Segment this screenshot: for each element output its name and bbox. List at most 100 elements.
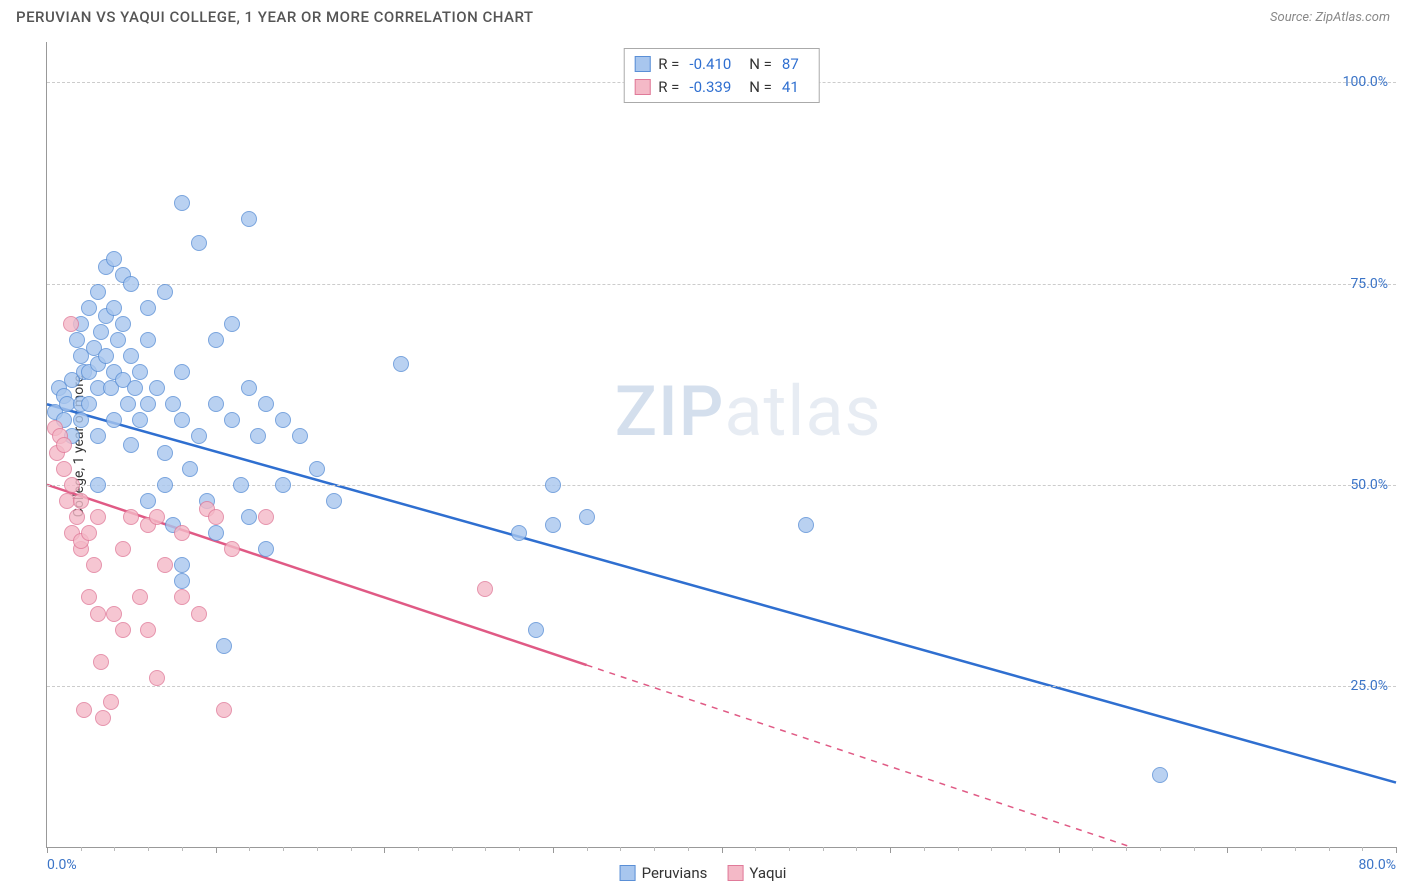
- x-tick-minor: [924, 847, 925, 851]
- scatter-point: [81, 396, 97, 412]
- source-link[interactable]: ZipAtlas.com: [1315, 10, 1390, 25]
- scatter-point: [93, 654, 109, 670]
- legend-label: Yaqui: [749, 864, 786, 882]
- scatter-point: [545, 517, 561, 533]
- x-tick-minor: [688, 847, 689, 851]
- source-label: Source:: [1270, 10, 1312, 25]
- scatter-point: [258, 541, 274, 557]
- scatter-point: [216, 638, 232, 654]
- stat-N-label: N =: [749, 53, 772, 76]
- scatter-point: [258, 509, 274, 525]
- source-attribution: Source: ZipAtlas.com: [1270, 10, 1390, 25]
- x-tick-minor: [654, 847, 655, 851]
- scatter-point: [241, 509, 257, 525]
- scatter-point: [95, 710, 111, 726]
- scatter-point: [123, 276, 139, 292]
- scatter-point: [73, 493, 89, 509]
- x-tick-major: [47, 847, 48, 853]
- scatter-point: [275, 477, 291, 493]
- x-tick-major: [553, 847, 554, 853]
- scatter-point: [174, 195, 190, 211]
- x-tick-major: [1227, 847, 1228, 853]
- y-tick-label: 50.0%: [1350, 477, 1388, 493]
- scatter-point: [326, 493, 342, 509]
- scatter-point: [191, 428, 207, 444]
- scatter-point: [120, 396, 136, 412]
- scatter-point: [56, 461, 72, 477]
- scatter-point: [149, 380, 165, 396]
- x-tick-major: [722, 847, 723, 853]
- scatter-point: [241, 211, 257, 227]
- scatter-point: [250, 428, 266, 444]
- scatter-point: [103, 694, 119, 710]
- x-tick-minor: [789, 847, 790, 851]
- legend-label: Peruvians: [642, 864, 708, 882]
- scatter-point: [393, 356, 409, 372]
- stat-R-value: -0.410: [689, 53, 731, 76]
- scatter-point: [157, 477, 173, 493]
- y-tick-label: 25.0%: [1350, 678, 1388, 694]
- x-tick-minor: [958, 847, 959, 851]
- x-left-label: 0.0%: [47, 857, 77, 873]
- x-tick-minor: [991, 847, 992, 851]
- x-tick-major: [1396, 847, 1397, 853]
- gridline-h: [47, 485, 1396, 486]
- x-tick-minor: [283, 847, 284, 851]
- scatter-point: [174, 364, 190, 380]
- x-tick-minor: [823, 847, 824, 851]
- scatter-point: [140, 300, 156, 316]
- scatter-point: [309, 461, 325, 477]
- scatter-point: [174, 525, 190, 541]
- x-tick-minor: [519, 847, 520, 851]
- scatter-point: [258, 396, 274, 412]
- x-tick-minor: [620, 847, 621, 851]
- x-tick-minor: [587, 847, 588, 851]
- chart-title: PERUVIAN VS YAQUI COLLEGE, 1 YEAR OR MOR…: [16, 8, 534, 26]
- scatter-point: [149, 670, 165, 686]
- scatter-point: [123, 437, 139, 453]
- scatter-point: [123, 348, 139, 364]
- legend-swatch-icon: [727, 865, 743, 881]
- legend-item: Peruvians: [620, 864, 708, 882]
- gridline-h: [47, 686, 1396, 687]
- stat-N-label: N =: [749, 76, 772, 99]
- y-tick-label: 100.0%: [1343, 74, 1388, 90]
- x-tick-minor: [317, 847, 318, 851]
- scatter-point: [174, 589, 190, 605]
- overlay-layer: 25.0%50.0%75.0%100.0%0.0%80.0%: [47, 42, 1396, 847]
- x-right-label: 80.0%: [1358, 857, 1396, 873]
- scatter-point: [224, 541, 240, 557]
- scatter-point: [106, 412, 122, 428]
- scatter-point: [157, 284, 173, 300]
- x-tick-minor: [351, 847, 352, 851]
- scatter-point: [90, 284, 106, 300]
- x-tick-minor: [1025, 847, 1026, 851]
- scatter-point: [73, 412, 89, 428]
- scatter-point: [511, 525, 527, 541]
- x-tick-minor: [1194, 847, 1195, 851]
- scatter-point: [224, 412, 240, 428]
- scatter-point: [528, 622, 544, 638]
- scatter-point: [106, 251, 122, 267]
- scatter-point: [477, 581, 493, 597]
- x-tick-minor: [148, 847, 149, 851]
- scatter-point: [90, 606, 106, 622]
- scatter-point: [127, 380, 143, 396]
- scatter-point: [191, 235, 207, 251]
- scatter-point: [90, 477, 106, 493]
- legend-swatch-icon: [634, 56, 650, 72]
- stats-row: R =-0.410N =87: [634, 53, 809, 76]
- x-tick-minor: [1362, 847, 1363, 851]
- scatter-point: [98, 348, 114, 364]
- scatter-point: [174, 557, 190, 573]
- scatter-point: [56, 437, 72, 453]
- x-tick-minor: [182, 847, 183, 851]
- x-tick-minor: [755, 847, 756, 851]
- scatter-point: [106, 300, 122, 316]
- x-tick-minor: [485, 847, 486, 851]
- x-tick-minor: [81, 847, 82, 851]
- stats-legend-box: R =-0.410N =87R =-0.339N =41: [623, 48, 820, 103]
- scatter-point: [76, 702, 92, 718]
- x-tick-minor: [1329, 847, 1330, 851]
- scatter-point: [182, 461, 198, 477]
